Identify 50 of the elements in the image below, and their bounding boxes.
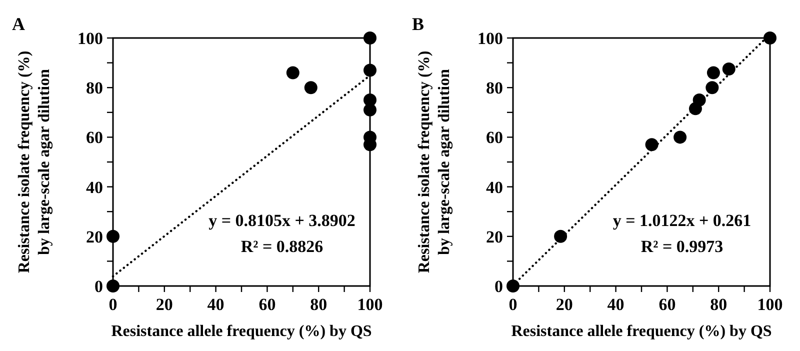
y-tick-label: 40: [86, 178, 103, 197]
x-axis-title: Resistance allele frequency (%) by QS: [511, 323, 772, 340]
annotation: y = 0.8105x + 3.8902: [208, 211, 356, 230]
x-tick-label: 100: [357, 295, 383, 314]
point: [645, 138, 658, 152]
y-tick-label: 80: [86, 78, 103, 98]
annotation: R² = 0.9973: [640, 237, 724, 256]
x-axis-title: Resistance allele frequency (%) by QS: [111, 323, 372, 340]
x-tick-label: 80: [310, 295, 328, 314]
x-tick-label: 40: [607, 295, 624, 314]
point: [106, 280, 120, 292]
chart-title: A: [12, 14, 25, 34]
x-tick-label: 0: [508, 295, 518, 314]
point: [554, 230, 568, 243]
x-tick-label: 60: [658, 295, 676, 314]
point: [722, 62, 736, 76]
y-tick-label: 20: [486, 227, 503, 246]
y-axis-title: Resistance isolate frequency (%) by large-scale agar dilution: [16, 50, 53, 274]
point: [364, 64, 376, 77]
point: [506, 280, 520, 292]
x-tick-label: 0: [108, 295, 118, 314]
point: [706, 81, 719, 94]
point: [764, 32, 776, 44]
point: [692, 94, 706, 106]
y-tick-label: 0: [94, 277, 103, 296]
point: [106, 230, 120, 243]
x-tick-label: 20: [156, 295, 173, 314]
point: [674, 130, 687, 144]
y-tick-label: 0: [494, 277, 503, 296]
y-axis-title: Resistance isolate frequency (%) by large-scale agar dilution: [416, 50, 453, 274]
point: [286, 66, 300, 80]
point: [706, 66, 720, 80]
x-tick-label: 100: [757, 295, 783, 314]
annotation: y = 1.0122x + 0.261: [612, 211, 752, 230]
x-tick-label: 40: [207, 295, 224, 314]
x-tick-label: 60: [258, 295, 276, 314]
y-tick-label: 20: [86, 227, 103, 246]
y-tick-label: 60: [86, 128, 103, 148]
annotation: R² = 0.8826: [240, 237, 324, 256]
chart-title: B: [412, 14, 424, 34]
x-tick-label: 20: [556, 295, 573, 314]
point: [304, 81, 318, 94]
y-tick-label: 100: [78, 29, 103, 48]
y-tick-label: 100: [478, 29, 503, 48]
y-tick-label: 80: [486, 78, 503, 98]
y-tick-label: 60: [486, 128, 503, 148]
point: [364, 103, 376, 116]
x-tick-label: 80: [710, 295, 728, 314]
y-tick-label: 40: [486, 178, 503, 197]
point: [364, 32, 376, 44]
